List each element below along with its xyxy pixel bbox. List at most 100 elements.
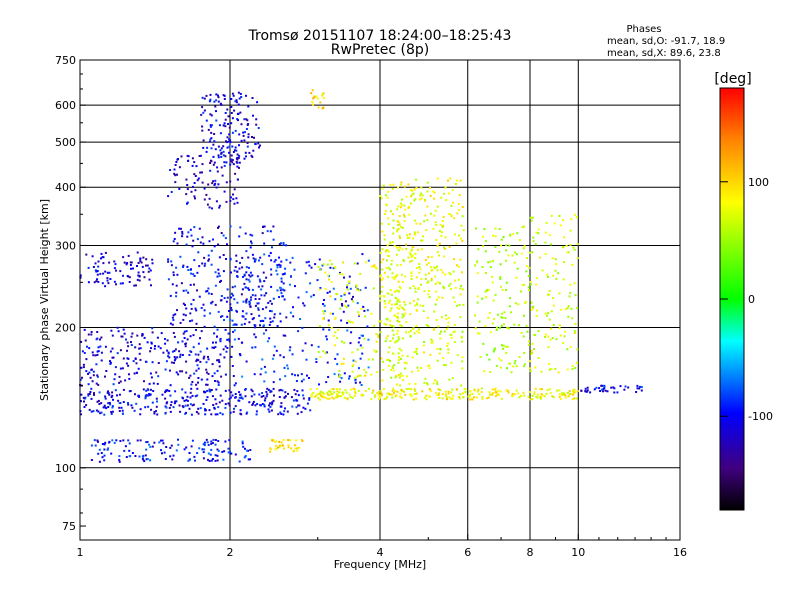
data-point — [534, 243, 537, 246]
data-point — [518, 396, 521, 399]
data-point — [221, 413, 224, 416]
data-point — [95, 382, 98, 385]
data-point — [448, 396, 451, 399]
data-point — [459, 287, 462, 290]
data-point — [244, 232, 247, 235]
data-point — [357, 374, 360, 377]
data-point — [436, 269, 439, 272]
data-point — [216, 328, 219, 331]
data-point — [174, 313, 177, 316]
data-point — [445, 314, 447, 317]
data-point — [480, 387, 483, 390]
data-point — [481, 297, 484, 300]
data-point — [237, 91, 240, 94]
data-point — [241, 442, 244, 445]
data-point — [203, 325, 206, 328]
data-point — [492, 299, 495, 302]
data-point — [100, 351, 103, 354]
data-point — [95, 280, 98, 283]
data-point — [190, 272, 193, 275]
data-point — [328, 397, 331, 400]
data-point — [444, 248, 447, 250]
data-point — [404, 393, 407, 396]
data-point — [434, 303, 437, 306]
data-point — [398, 347, 401, 350]
data-point — [146, 264, 149, 267]
data-point — [252, 114, 254, 117]
data-point — [160, 332, 163, 335]
data-point — [564, 308, 567, 311]
data-point — [103, 404, 106, 407]
data-point — [161, 452, 163, 455]
data-point — [326, 338, 328, 341]
data-point — [547, 312, 550, 315]
data-point — [361, 352, 364, 355]
data-point — [268, 337, 271, 340]
data-point — [431, 341, 434, 344]
data-point — [492, 392, 495, 394]
data-point — [399, 237, 401, 240]
data-point — [428, 388, 431, 391]
data-point — [302, 378, 305, 381]
data-point — [441, 393, 444, 396]
data-point — [190, 445, 193, 448]
data-point — [276, 273, 279, 276]
data-point — [572, 393, 575, 396]
data-point — [205, 438, 208, 441]
data-point — [179, 370, 182, 373]
data-point — [197, 342, 200, 345]
data-point — [371, 358, 374, 361]
data-point — [182, 318, 185, 321]
data-point — [214, 454, 217, 457]
data-point — [214, 346, 217, 348]
data-point — [127, 403, 130, 406]
data-point — [265, 395, 268, 398]
data-point — [274, 440, 277, 443]
data-point — [142, 388, 145, 391]
data-point — [390, 263, 393, 266]
data-point — [439, 332, 441, 335]
data-point — [493, 388, 496, 391]
data-point — [304, 272, 307, 275]
data-point — [399, 375, 402, 377]
data-point — [458, 396, 461, 398]
data-point — [257, 127, 260, 129]
data-point — [399, 384, 401, 387]
data-point — [228, 404, 231, 407]
data-point — [167, 355, 170, 358]
data-point — [250, 296, 253, 299]
data-point — [139, 439, 142, 442]
data-point — [196, 364, 199, 367]
data-point — [216, 166, 219, 169]
data-point — [423, 290, 426, 293]
data-point — [382, 258, 385, 261]
data-point — [138, 343, 141, 346]
data-point — [215, 93, 218, 96]
data-point — [211, 300, 214, 303]
data-point — [207, 355, 209, 358]
data-point — [265, 276, 268, 279]
data-point — [322, 318, 325, 321]
data-point — [329, 312, 332, 315]
data-point — [233, 109, 236, 112]
data-point — [349, 342, 352, 345]
data-point — [207, 358, 210, 361]
data-point — [436, 359, 439, 362]
data-point — [500, 316, 503, 319]
data-point — [119, 349, 122, 352]
data-point — [249, 458, 251, 461]
data-point — [185, 371, 188, 374]
data-point — [387, 266, 390, 269]
data-point — [186, 338, 189, 341]
data-point — [118, 458, 121, 461]
data-point — [244, 286, 247, 289]
data-point — [434, 209, 437, 212]
data-point — [189, 396, 192, 399]
data-point — [241, 341, 244, 344]
data-point — [266, 340, 269, 343]
data-point — [241, 397, 244, 400]
data-point — [191, 404, 194, 407]
data-point — [236, 118, 239, 121]
data-point — [254, 298, 257, 300]
data-point — [389, 268, 391, 271]
